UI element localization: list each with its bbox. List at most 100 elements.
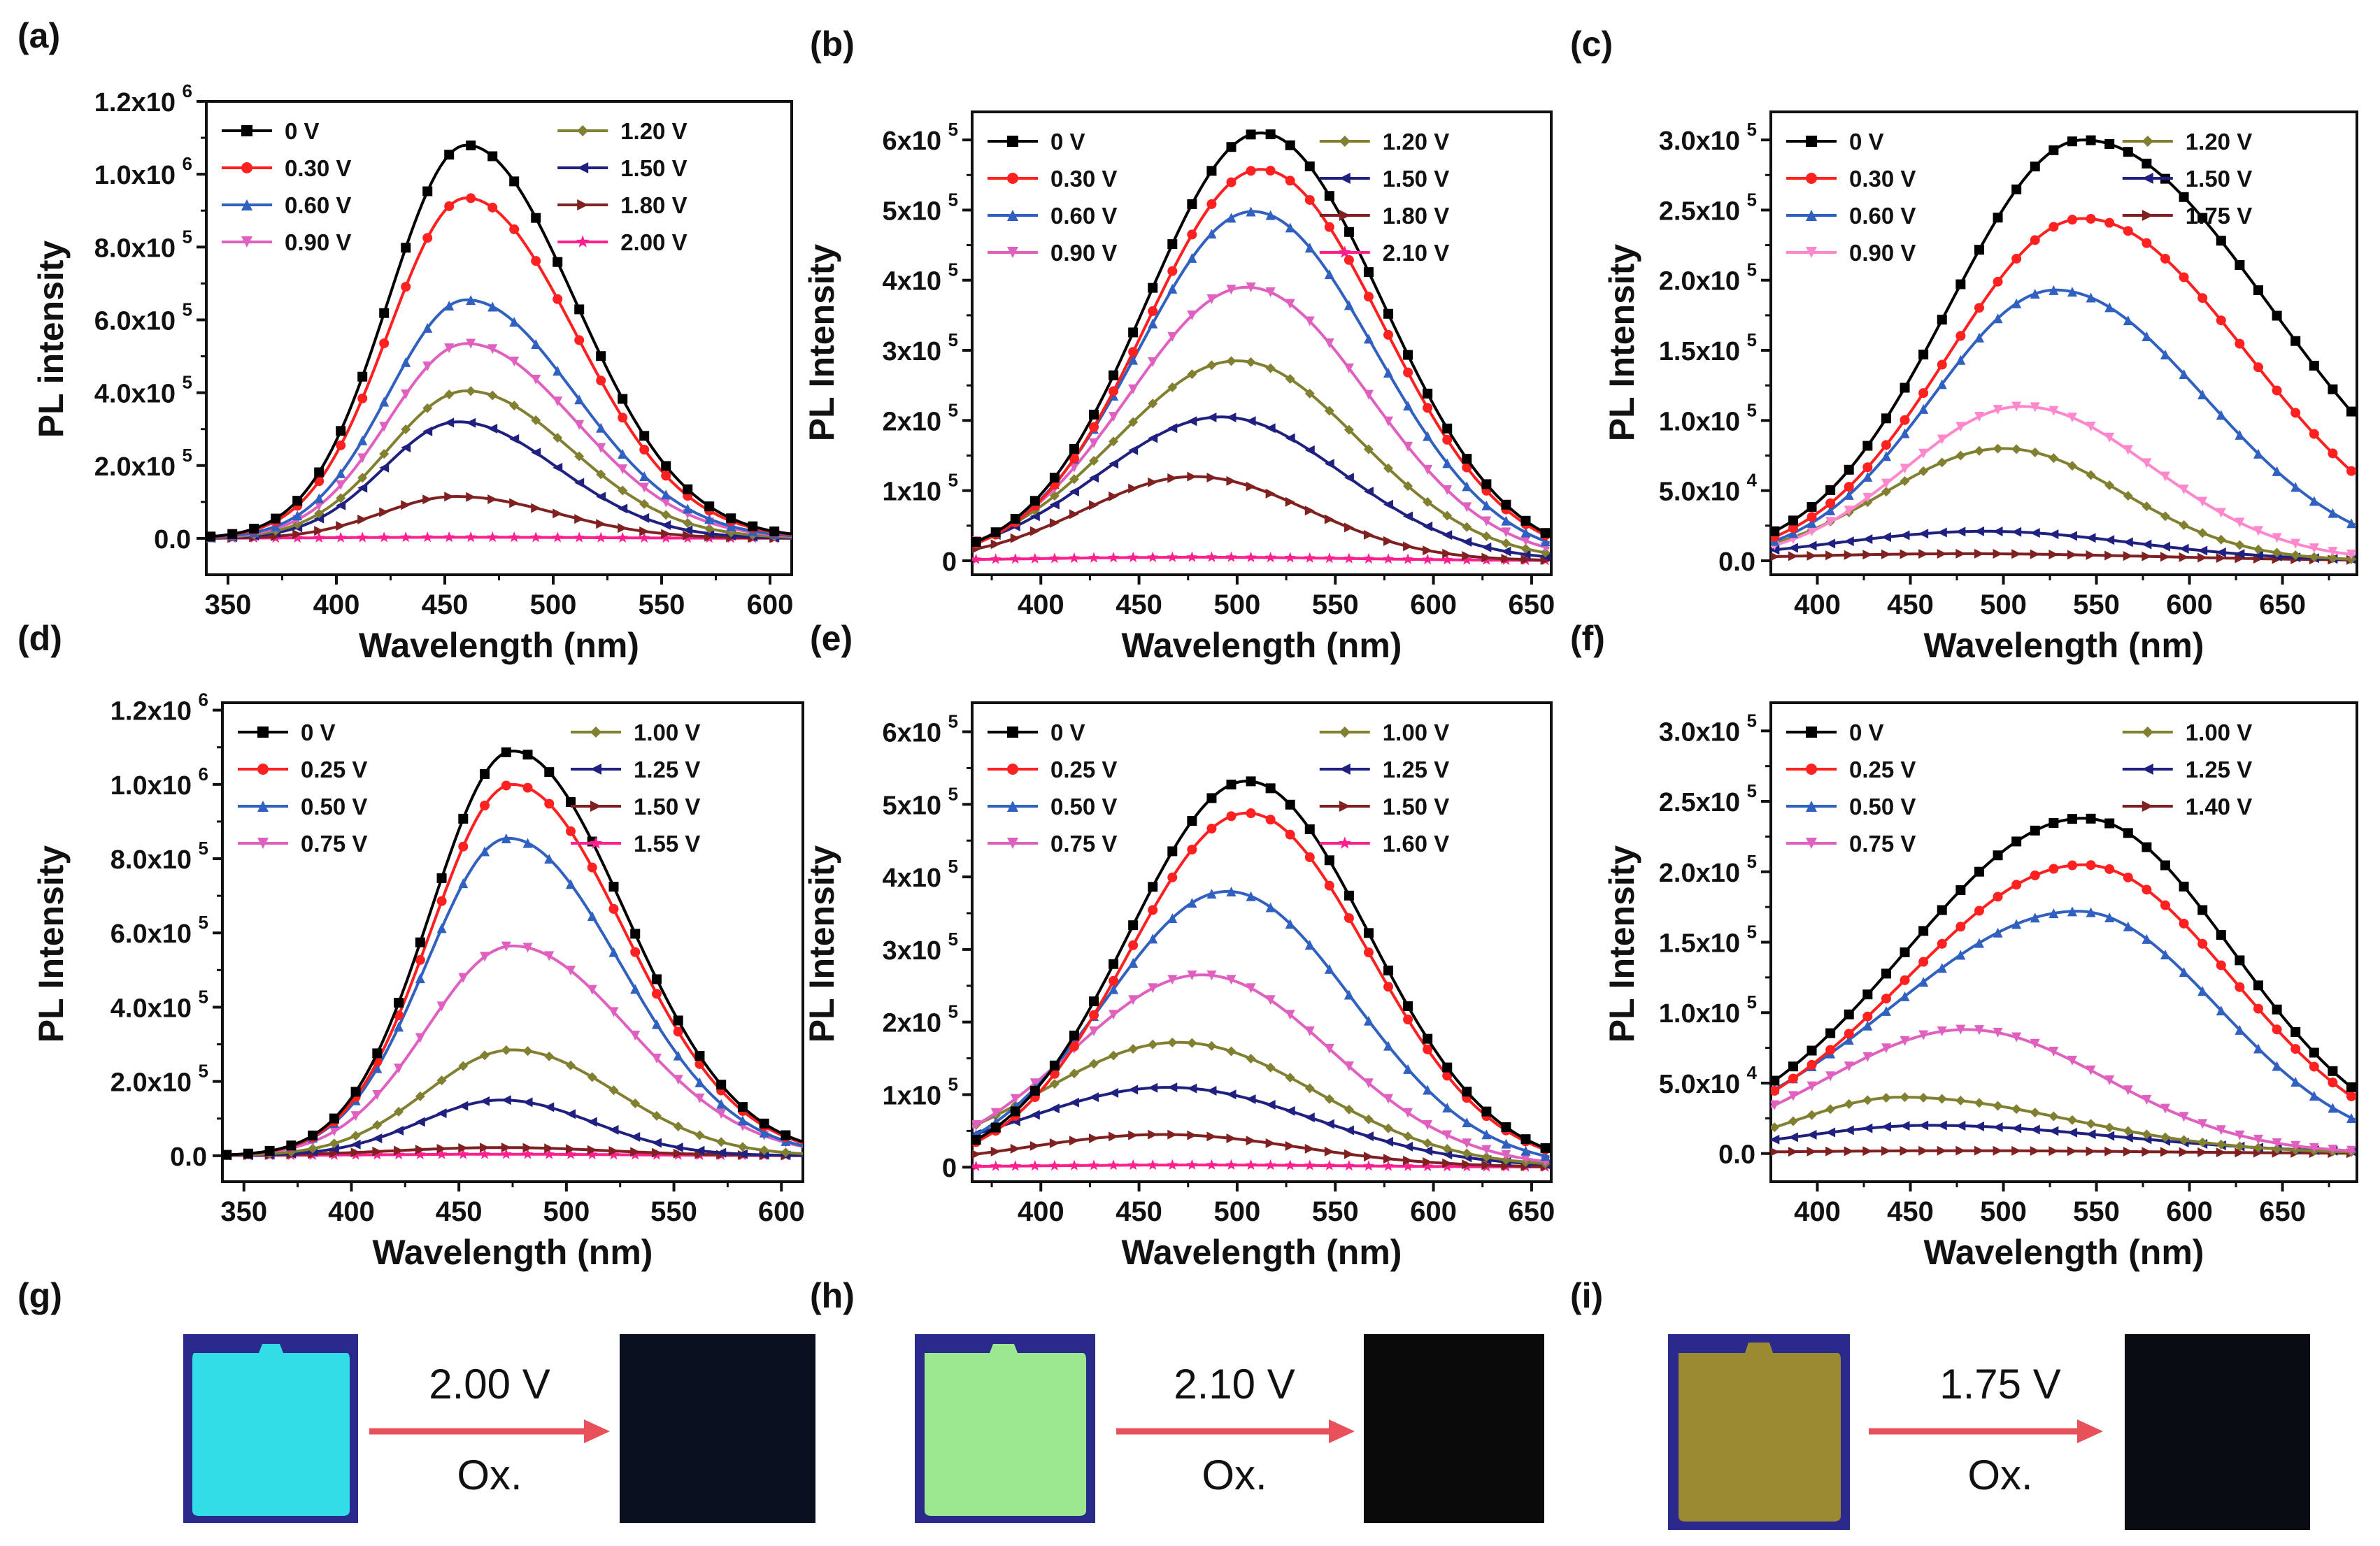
series-marker-a [466,417,476,428]
series-marker-b [1481,516,1492,527]
photo-g-ox-label: Ox. [457,1452,522,1498]
x-tick-label-c: 550 [2073,589,2120,620]
series-marker-b [1226,412,1237,422]
series-marker-f [1807,1045,1817,1056]
series-marker-d [694,1130,705,1140]
legend-label-b: 0.30 V [1050,166,1117,192]
series-marker-e [1265,1100,1276,1110]
series-marker-b [1423,403,1433,413]
series-marker-f [2086,1119,2096,1129]
series-marker-f [2104,912,2115,922]
series-marker-a [444,492,455,502]
series-marker-f [2142,1134,2152,1145]
legend-marker-e [1338,836,1351,849]
legend-item-a: 0.30 V [222,155,351,181]
series-marker-e [1383,965,1394,975]
series-marker-e [1187,845,1197,855]
series-marker-f [2123,921,2133,931]
series-marker-e [1481,1106,1492,1117]
x-axis-label-b: Wavelength (nm) [1122,626,1402,665]
series-marker-f [2272,1144,2282,1154]
y-tick-exponent-d: 5 [199,986,208,1007]
legend-marker-f [1806,801,1817,812]
series-marker-d [759,1118,769,1129]
series-marker-e [1363,1078,1374,1089]
series-marker-e [1304,1159,1316,1171]
series-marker-c [2030,528,2040,538]
series-marker-f [1881,994,1891,1004]
series-marker-a [336,426,346,436]
series-marker-e [1265,783,1276,794]
series-marker-c [2086,135,2096,145]
series-marker-b [1462,502,1472,513]
series-marker-b [1246,416,1256,427]
series-marker-b [1206,199,1217,209]
series-marker-a [660,532,672,543]
series-marker-c [1955,422,1966,432]
series-marker-c [1844,482,1854,492]
legend-marker-a [577,125,589,136]
series-marker-b [1088,552,1099,563]
series-marker-b [1148,477,1158,487]
series-marker-c [1900,530,1910,541]
series-marker-f [2048,817,2059,828]
series-marker-d [565,1148,576,1159]
series-marker-e [1363,1160,1374,1171]
series-marker-c [2253,544,2264,554]
series-marker-e [1462,1159,1472,1170]
panel-label-c: (c) [1570,24,1613,64]
y-tick-exponent-f: 4 [1747,1062,1758,1083]
y-tick-exponent-a: 5 [183,445,192,466]
series-marker-f [2030,1124,2040,1135]
series-marker-c [1881,440,1891,450]
x-axis-label-f: Wavelength (nm) [1924,1233,2204,1272]
series-marker-a [444,201,455,211]
series-marker-f [1974,866,1984,877]
series-marker-b [1285,222,1295,233]
series-marker-c [2030,289,2040,299]
panel-label-e: (e) [810,619,853,658]
photo-h-after-image [1364,1334,1544,1523]
y-tick-label-d: 2.0x10 [111,1068,192,1098]
series-marker-b [1010,533,1020,543]
series-marker-b [1245,551,1257,562]
series-marker-b [1403,541,1413,552]
series-marker-a [401,282,411,292]
series-marker-c [2197,293,2208,303]
series-marker-e [1285,1073,1295,1083]
series-marker-e [1285,1010,1295,1020]
legend-label-d: 0 V [301,720,336,745]
series-marker-b [1148,282,1158,293]
series-marker-e [1089,1133,1099,1144]
series-marker-b [1187,252,1197,263]
x-tick-label-b: 550 [1312,589,1359,620]
series-marker-b [1029,511,1040,522]
series-marker-e [1363,1131,1374,1142]
legend-label-a: 1.80 V [620,192,687,218]
series-marker-f [2197,1147,2208,1157]
series-marker-d [372,1120,383,1131]
series-marker-b [1363,529,1374,540]
series-marker-d [480,801,490,811]
series-marker-b [1344,300,1354,310]
y-tick-label-b: 1x10 [882,478,941,507]
y-tick-exponent-d: 6 [199,764,208,785]
series-marker-a [748,521,758,531]
series-marker-f [1788,1061,1798,1072]
series-marker-e [1423,1033,1433,1044]
series-marker-f [1807,1129,1817,1140]
x-tick-label-f: 600 [2166,1196,2213,1227]
series-marker-e [1206,1131,1217,1142]
series-marker-d [544,1143,555,1154]
series-marker-e [1501,1161,1511,1171]
series-marker-f [2030,825,2040,836]
series-marker-a [618,523,628,534]
series-marker-e [1049,1060,1060,1071]
series-marker-a [509,401,520,411]
legend-label-b: 2.10 V [1383,240,1449,266]
legend-label-e: 1.25 V [1383,757,1449,782]
series-marker-c [1788,543,1798,553]
series-marker-b [1462,551,1472,561]
series-marker-d [394,1022,404,1032]
series-marker-a [553,462,563,473]
